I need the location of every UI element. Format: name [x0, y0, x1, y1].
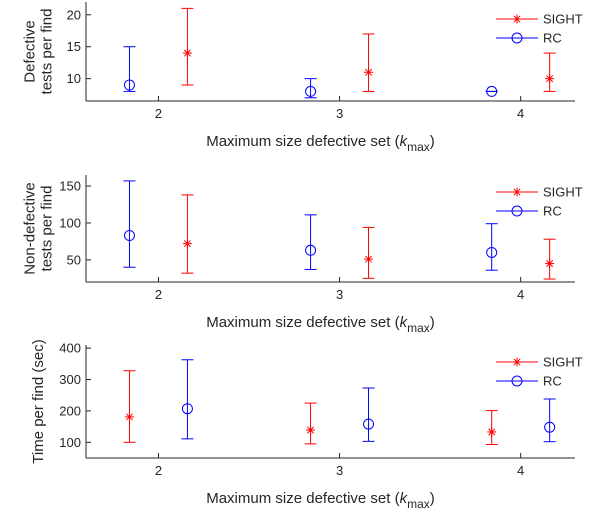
- legend-marker-d2: [513, 188, 521, 196]
- y-tick-label: 100: [59, 215, 81, 230]
- rc-point: [486, 246, 498, 258]
- sight-point: [182, 48, 192, 58]
- sight-point: [545, 74, 555, 84]
- panel-1: 10 15 20 2 3 4 Maximum size defective set (kma…: [22, 2, 583, 154]
- legend: SIGHT RC: [496, 185, 583, 219]
- legend-marker-d2: [513, 358, 521, 366]
- sight-point: [124, 412, 134, 422]
- sight-point: [487, 427, 497, 437]
- legend-label: SIGHT: [543, 12, 583, 27]
- y-axis-label: Defective: [22, 20, 39, 83]
- y-tick-label: 10: [67, 71, 81, 86]
- legend-marker: [511, 32, 523, 44]
- y-tick-label: 50: [67, 252, 81, 267]
- legend-label: RC: [543, 204, 562, 219]
- legend-marker: [512, 187, 522, 197]
- y-tick-label: 100: [59, 435, 81, 450]
- legend-marker: [511, 205, 523, 217]
- legend-marker: [511, 375, 523, 387]
- sight-point: [306, 425, 316, 435]
- x-tick-label: 3: [336, 106, 343, 121]
- x-axis-label: Maximum size defective set (kmax): [206, 490, 435, 511]
- sight-point-d2: [125, 413, 134, 421]
- rc-point: [544, 421, 556, 433]
- legend-label: RC: [543, 31, 562, 46]
- legend-label: SIGHT: [543, 185, 583, 200]
- legend: SIGHT RC: [496, 12, 583, 46]
- rc-point: [181, 403, 193, 415]
- legend-marker: [512, 14, 522, 24]
- panel-2: 50 100 150 2 3 4 Maximum size defective set (k…: [22, 175, 583, 335]
- y-axis-label: tests per find: [39, 9, 56, 95]
- x-tick-label: 4: [517, 106, 524, 121]
- sight-point-d2: [183, 49, 191, 57]
- sight-point-d2: [307, 426, 315, 434]
- rc-point: [123, 79, 135, 91]
- rc-point: [305, 244, 317, 256]
- x-tick-label: 3: [336, 287, 343, 302]
- legend-label: RC: [543, 374, 562, 389]
- x-tick-label: 2: [155, 106, 162, 121]
- legend-marker-d2: [513, 15, 521, 23]
- x-axis-label: Maximum size defective set (kmax): [206, 133, 435, 154]
- y-tick-label: 300: [59, 372, 81, 387]
- x-tick-label: 3: [336, 463, 343, 478]
- sight-point-d2: [364, 68, 373, 76]
- x-axis-label: Maximum size defective set (kmax): [206, 314, 435, 335]
- y-tick-label: 150: [59, 179, 81, 194]
- sight-point-d2: [488, 428, 496, 436]
- x-tick-label: 4: [517, 463, 524, 478]
- sight-point-d2: [546, 259, 554, 268]
- sight-point: [364, 254, 374, 264]
- panel-3: 100 200 300 400 2 3 4 Maximum size defective se…: [30, 339, 583, 511]
- y-axis-label: Time per find (sec): [30, 339, 47, 463]
- y-tick-label: 20: [67, 7, 81, 22]
- sight-point: [545, 259, 555, 269]
- rc-point: [123, 230, 135, 242]
- y-tick-label: 15: [67, 39, 81, 54]
- legend: SIGHT RC: [496, 355, 583, 389]
- sight-point-d2: [364, 255, 373, 263]
- legend-marker: [512, 357, 522, 367]
- x-tick-label: 4: [517, 287, 524, 302]
- rc-point: [363, 418, 375, 430]
- legend-label: SIGHT: [543, 355, 583, 370]
- rc-point: [305, 85, 317, 97]
- y-axis-label: tests per find: [39, 186, 56, 272]
- x-tick-label: 2: [155, 463, 162, 478]
- sight-point: [182, 239, 192, 249]
- y-tick-label: 200: [59, 403, 81, 418]
- sight-point-d2: [183, 240, 191, 248]
- sight-point-d2: [546, 75, 554, 83]
- y-axis-label: Non-defective: [22, 182, 39, 275]
- y-tick-label: 400: [59, 341, 81, 356]
- rc-point: [486, 85, 498, 97]
- sight-point: [364, 67, 374, 77]
- x-tick-label: 2: [155, 287, 162, 302]
